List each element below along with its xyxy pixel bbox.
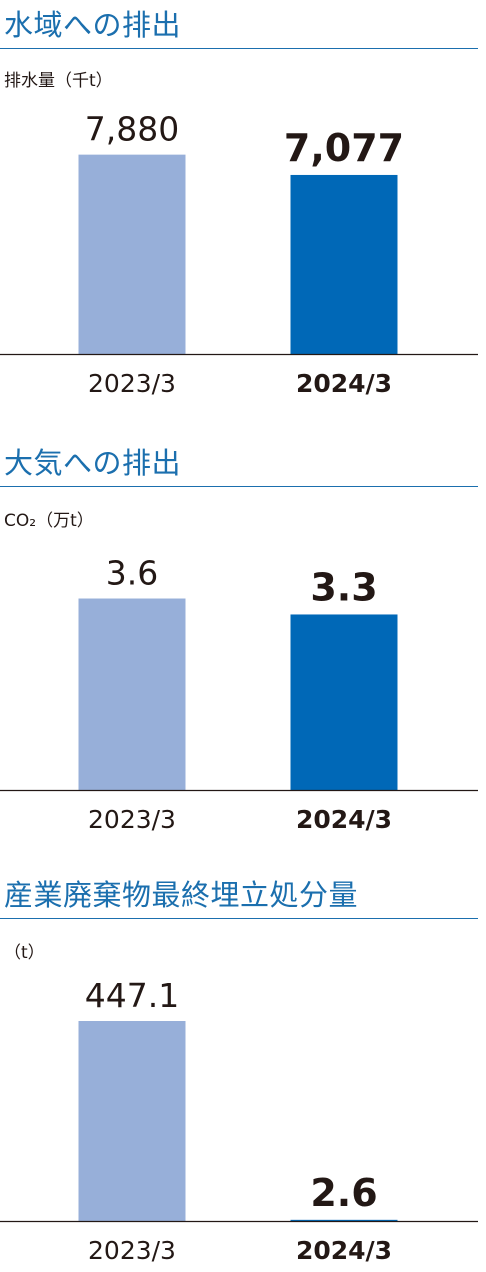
value-label-2024-3: 2.6 bbox=[310, 1171, 377, 1215]
chart-1-title: 水域への排出 bbox=[4, 8, 182, 42]
x-tick-label-2024-3: 2024/3 bbox=[296, 1236, 392, 1265]
bar-2024-3 bbox=[290, 1219, 398, 1221]
value-label-2023-3: 3.6 bbox=[106, 554, 158, 593]
bar-2024-3 bbox=[290, 174, 398, 354]
chart-2: 3.6 2023/3 3.3 2024/3 bbox=[0, 554, 478, 834]
chart-3-title: 産業廃棄物最終埋立処分量 bbox=[4, 878, 359, 912]
bar-2023-3 bbox=[78, 1021, 186, 1221]
value-label-2024-3: 7,077 bbox=[284, 126, 404, 170]
bar-2024-3 bbox=[290, 614, 398, 790]
x-tick-label-2024-3: 2024/3 bbox=[296, 369, 392, 398]
chart-1-title-rule bbox=[0, 48, 478, 49]
x-tick-label-2023-3: 2023/3 bbox=[88, 369, 176, 398]
chart-1-unit-label: 排水量（千t） bbox=[4, 71, 113, 91]
chart-2-title: 大気への排出 bbox=[4, 446, 182, 480]
bar-2023-3 bbox=[78, 598, 186, 790]
bar-2023-3 bbox=[78, 154, 186, 354]
value-label-2024-3: 3.3 bbox=[310, 565, 377, 609]
chart-3-title-rule bbox=[0, 918, 478, 919]
x-tick-label-2024-3: 2024/3 bbox=[296, 805, 392, 834]
x-tick-label-2023-3: 2023/3 bbox=[88, 1236, 176, 1265]
chart-3-unit-label: （t） bbox=[4, 943, 45, 963]
value-label-2023-3: 7,880 bbox=[85, 110, 179, 149]
chart-1: 7,880 2023/3 7,077 2024/3 bbox=[0, 110, 478, 398]
value-label-2023-3: 447.1 bbox=[85, 976, 179, 1015]
chart-3: 447.1 2023/3 2.6 2024/3 bbox=[0, 976, 478, 1265]
chart-2-title-rule bbox=[0, 486, 478, 487]
x-tick-label-2023-3: 2023/3 bbox=[88, 805, 176, 834]
chart-2-unit-label: CO₂（万t） bbox=[4, 511, 94, 531]
